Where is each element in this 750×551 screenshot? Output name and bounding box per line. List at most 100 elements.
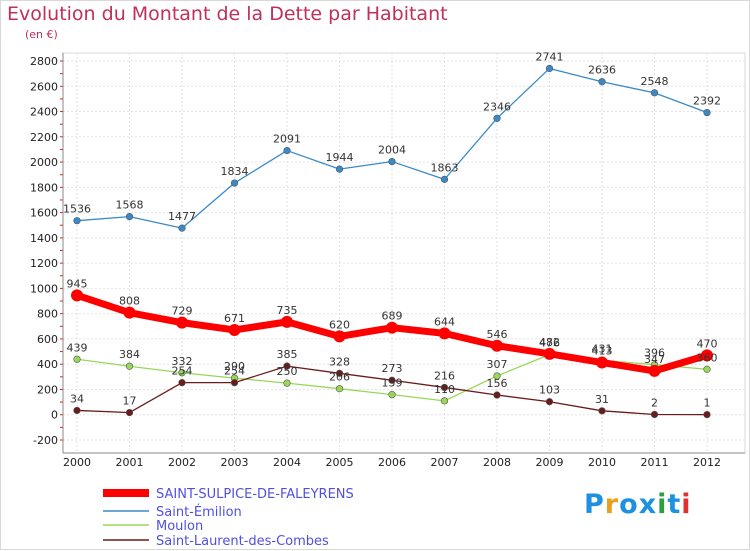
y-tick-label: 2800 — [30, 55, 58, 68]
data-point — [703, 108, 711, 117]
data-point — [283, 146, 291, 155]
x-tick-label: 2002 — [168, 456, 196, 469]
data-label: 2004 — [378, 144, 406, 157]
data-label: 2548 — [641, 75, 669, 88]
data-label: 34 — [70, 392, 84, 405]
data-point — [493, 372, 501, 380]
data-label: 671 — [224, 312, 245, 325]
data-label: 110 — [434, 383, 455, 396]
x-tick-label: 2001 — [116, 456, 144, 469]
data-point — [701, 349, 713, 362]
data-label: 290 — [224, 360, 245, 373]
data-point — [388, 376, 396, 384]
data-label: 482 — [539, 336, 560, 349]
proxiti-logo: Proxiti — [584, 489, 692, 520]
data-point — [71, 289, 83, 302]
data-point — [176, 316, 188, 329]
data-label: 360 — [697, 351, 718, 364]
legend-label: Saint-Émilion — [156, 504, 242, 520]
data-label: 439 — [67, 341, 88, 354]
data-label: 328 — [329, 355, 350, 368]
y-tick-label: 1400 — [30, 232, 58, 245]
data-point — [123, 306, 136, 319]
data-label: 2346 — [483, 100, 511, 113]
data-label: 31 — [595, 393, 609, 406]
data-label: 206 — [329, 371, 350, 384]
data-label: 1568 — [116, 199, 144, 212]
data-point — [493, 391, 501, 399]
data-point — [545, 64, 554, 73]
legend-label: Saint-Laurent-des-Combes — [156, 534, 329, 549]
data-label: 808 — [119, 295, 140, 308]
data-point — [178, 224, 186, 232]
data-point — [73, 406, 81, 415]
data-label: 1536 — [63, 203, 91, 216]
y-tick-label: -200 — [33, 434, 58, 447]
data-point — [388, 391, 396, 399]
logo-letter: x — [638, 489, 658, 520]
data-point — [703, 411, 711, 419]
y-tick-label: 600 — [37, 333, 58, 346]
x-tick-label: 2011 — [641, 456, 669, 469]
data-point — [230, 379, 239, 387]
data-point — [283, 379, 291, 387]
data-point — [650, 410, 659, 419]
data-label: 347 — [644, 353, 665, 366]
data-label: 546 — [487, 328, 508, 341]
y-tick-label: 2000 — [30, 156, 58, 169]
data-point — [493, 114, 501, 122]
y-tick-label: 1200 — [30, 257, 58, 270]
data-label: 2091 — [273, 133, 301, 146]
data-label: 1944 — [326, 151, 354, 164]
data-label: 644 — [434, 315, 455, 328]
data-point — [125, 408, 134, 417]
y-tick-label: 2600 — [30, 80, 58, 93]
data-label: 254 — [224, 365, 245, 378]
data-point — [178, 379, 186, 387]
x-tick-label: 2000 — [63, 456, 91, 469]
data-label: 2636 — [588, 64, 616, 77]
data-point — [491, 339, 503, 352]
data-point — [333, 330, 346, 343]
y-tick-label: 400 — [37, 358, 58, 371]
y-tick-label: 2400 — [30, 106, 58, 119]
data-point — [178, 369, 186, 377]
data-label: 159 — [382, 377, 403, 390]
data-point — [440, 175, 449, 183]
logo-letter: P — [584, 489, 605, 520]
data-point — [598, 78, 606, 86]
data-label: 2 — [651, 396, 658, 409]
data-label: 273 — [382, 362, 403, 375]
data-label: 1863 — [431, 161, 459, 174]
data-label: 1477 — [168, 210, 196, 223]
y-tick-label: 200 — [37, 383, 58, 396]
x-tick-label: 2005 — [326, 456, 354, 469]
x-tick-label: 2012 — [693, 456, 721, 469]
data-label: 470 — [697, 337, 718, 350]
data-label: 384 — [119, 348, 140, 361]
data-label: 1 — [704, 397, 711, 410]
data-point — [596, 356, 608, 369]
data-label: 729 — [172, 305, 193, 318]
data-label: 156 — [487, 377, 508, 390]
y-tick-label: 2200 — [30, 131, 58, 144]
data-label: 689 — [382, 310, 403, 323]
data-label: 431 — [592, 342, 613, 355]
data-point — [650, 89, 659, 97]
chart-title: Evolution du Montant de la Dette par Hab… — [7, 3, 448, 25]
legend-label: SAINT-SULPICE-DE-FALEYRENS — [156, 487, 354, 502]
data-point — [440, 383, 449, 392]
logo-letter: i — [657, 489, 668, 520]
y-tick-label: 1800 — [30, 181, 58, 194]
data-label: 620 — [329, 318, 350, 331]
data-label: 1834 — [221, 165, 249, 178]
y-tick-label: 1000 — [30, 282, 58, 295]
data-point — [335, 385, 344, 393]
data-label: 735 — [277, 304, 298, 317]
data-point — [438, 327, 451, 340]
data-point — [125, 362, 134, 370]
data-point — [230, 179, 239, 187]
data-point — [228, 323, 241, 336]
